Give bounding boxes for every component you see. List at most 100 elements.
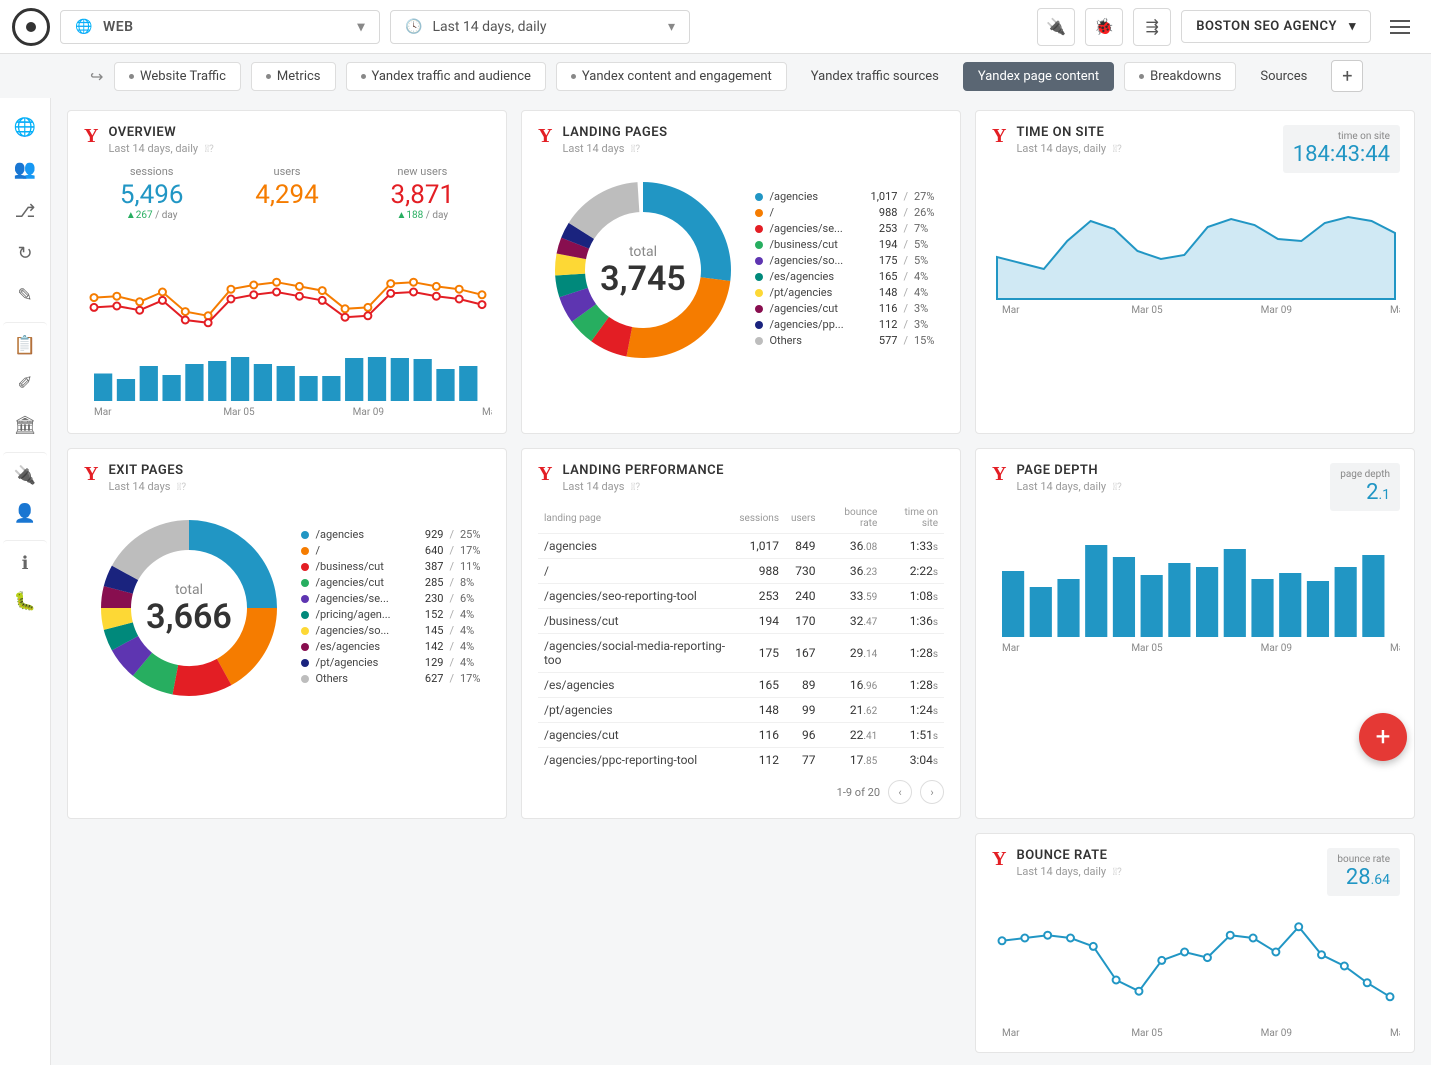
- plug-icon[interactable]: 🔌: [3, 452, 47, 490]
- table-row[interactable]: /es/agencies1658916.961:28s: [538, 673, 944, 698]
- bank-icon[interactable]: 🏛: [3, 406, 47, 444]
- help-icon: ⃝?: [1110, 867, 1122, 878]
- pen-icon[interactable]: ✐: [3, 364, 47, 402]
- landing-pages-card: Y LANDING PAGES Last 14 days ⃝? total3,7…: [521, 110, 961, 434]
- pencil-icon[interactable]: ✎: [3, 276, 47, 314]
- legend-item: /agencies/cut116/3%: [755, 302, 944, 315]
- card-title: LANDING PERFORMANCE: [562, 463, 724, 478]
- yandex-logo-icon: Y: [538, 463, 552, 486]
- tab-sources[interactable]: Sources: [1246, 63, 1321, 90]
- legend-item: /agencies1,017/27%: [755, 190, 944, 203]
- table-row[interactable]: /agencies/seo-reporting-tool25324033.591…: [538, 584, 944, 609]
- landing-donut-chart: total3,745: [538, 165, 739, 375]
- tab-yandex-traffic-and-audience[interactable]: Yandex traffic and audience: [346, 62, 546, 91]
- bug-icon[interactable]: 🐛: [3, 582, 47, 620]
- globe-icon: 🌐: [75, 19, 93, 35]
- branch-icon[interactable]: ⎇: [3, 192, 47, 230]
- svg-text:Mar: Mar: [94, 407, 112, 418]
- chevron-down-icon: ▾: [668, 19, 675, 35]
- exit-pages-card: Y EXIT PAGES Last 14 days ⃝? total3,666 …: [67, 448, 507, 819]
- svg-text:total: total: [175, 582, 203, 598]
- help-icon: ⃝?: [202, 144, 214, 155]
- info-icon[interactable]: ℹ: [3, 540, 47, 578]
- date-range-dropdown[interactable]: 🕓 Last 14 days, daily ▾: [390, 10, 690, 44]
- landing-performance-card: Y LANDING PERFORMANCE Last 14 days ⃝? la…: [521, 448, 961, 819]
- table-row[interactable]: /98873036.232:22s: [538, 559, 944, 584]
- legend-item: /agencies/se...253/7%: [755, 222, 944, 235]
- metric-new-users: new users3,871▲188 / day: [391, 165, 455, 221]
- globe-icon[interactable]: 🌐: [3, 108, 47, 146]
- time-on-site-chart: MarMar 05Mar 09Mar 13: [992, 165, 1400, 315]
- project-label: WEB: [103, 19, 134, 35]
- yandex-logo-icon: Y: [84, 125, 98, 148]
- page-depth-chart: MarMar 05Mar 09Mar 13: [992, 503, 1400, 653]
- date-label: Last 14 days, daily: [432, 19, 546, 35]
- table-row[interactable]: /agencies/social-media-reporting-too1751…: [538, 634, 944, 673]
- tabs-bar: ↪ Website Traffic Metrics Yandex traffic a…: [0, 54, 1431, 98]
- svg-text:Mar 13: Mar 13: [1390, 643, 1400, 653]
- tab-yandex-content-and-engagement[interactable]: Yandex content and engagement: [556, 62, 787, 91]
- svg-text:total: total: [629, 244, 657, 260]
- svg-text:Mar 05: Mar 05: [1131, 305, 1163, 315]
- group-icon[interactable]: 👥: [3, 150, 47, 188]
- tab-yandex-page-content[interactable]: Yandex page content: [963, 62, 1114, 91]
- prev-page-button[interactable]: ‹: [888, 780, 912, 804]
- table-row[interactable]: /agencies/cut1169622.411:51s: [538, 723, 944, 748]
- table-row[interactable]: /agencies/ppc-reporting-tool1127717.853:…: [538, 748, 944, 773]
- bug-button[interactable]: 🐞: [1085, 8, 1123, 46]
- card-title: OVERVIEW: [108, 125, 213, 140]
- tab-metrics[interactable]: Metrics: [251, 62, 336, 91]
- table-row[interactable]: /agencies1,01784936.081:33s: [538, 534, 944, 559]
- tab-breakdowns[interactable]: Breakdowns: [1124, 62, 1236, 91]
- share-button[interactable]: ⇶: [1133, 8, 1171, 46]
- tab-website-traffic[interactable]: Website Traffic: [114, 62, 241, 91]
- project-dropdown[interactable]: 🌐 WEB ▾: [60, 10, 380, 44]
- svg-text:Mar 09: Mar 09: [1261, 305, 1292, 315]
- legend-item: /es/agencies142/4%: [301, 640, 490, 653]
- menu-button[interactable]: [1381, 8, 1419, 46]
- svg-text:Mar 09: Mar 09: [353, 407, 384, 418]
- table-row[interactable]: /business/cut19417032.471:36s: [538, 609, 944, 634]
- plug-button[interactable]: 🔌: [1037, 8, 1075, 46]
- svg-text:Mar 09: Mar 09: [1261, 643, 1292, 653]
- card-title: LANDING PAGES: [562, 125, 667, 140]
- legend-item: Others627/17%: [301, 672, 490, 685]
- help-icon: ⃝?: [628, 482, 640, 493]
- legend-item: Others577/15%: [755, 334, 944, 347]
- bounce-rate-card: Y BOUNCE RATE Last 14 days, daily ⃝? bou…: [975, 833, 1415, 1053]
- help-icon: ⃝?: [1110, 144, 1122, 155]
- legend-item: /business/cut387/11%: [301, 560, 490, 573]
- svg-text:3,666: 3,666: [146, 597, 232, 637]
- tab-yandex-traffic-sources[interactable]: Yandex traffic sources: [797, 63, 953, 90]
- help-icon: ⃝?: [628, 144, 640, 155]
- clock-rotate-icon[interactable]: ↻: [3, 234, 47, 272]
- table-row[interactable]: /pt/agencies1489921.621:24s: [538, 698, 944, 723]
- add-tab-button[interactable]: +: [1331, 60, 1363, 92]
- clock-icon: 🕓: [405, 19, 422, 35]
- yandex-logo-icon: Y: [992, 125, 1006, 148]
- legend-item: /es/agencies165/4%: [755, 270, 944, 283]
- user-circle-icon[interactable]: 👤: [3, 494, 47, 532]
- legend-item: /988/26%: [755, 206, 944, 219]
- add-fab-button[interactable]: +: [1359, 713, 1407, 761]
- top-bar: 🌐 WEB ▾ 🕓 Last 14 days, daily ▾ 🔌 🐞 ⇶ BO…: [0, 0, 1431, 54]
- legend-item: /pt/agencies148/4%: [755, 286, 944, 299]
- legend-item: /agencies/pp...112/3%: [755, 318, 944, 331]
- redo-icon: ↪: [90, 67, 103, 86]
- metric-badge: time on site 184:43:44: [1283, 125, 1400, 173]
- metric-sessions: sessions5,496▲267 / day: [120, 165, 184, 221]
- metric-badge: page depth 2.1: [1330, 463, 1400, 511]
- next-page-button[interactable]: ›: [920, 780, 944, 804]
- overview-card: Y OVERVIEW Last 14 days, daily ⃝? sessio…: [67, 110, 507, 434]
- yandex-logo-icon: Y: [538, 125, 552, 148]
- overview-chart: MarMar 05Mar 09Mar 13: [84, 229, 492, 419]
- metric-users: users4,294: [255, 165, 319, 221]
- account-dropdown[interactable]: BOSTON SEO AGENCY ▾: [1181, 10, 1371, 43]
- legend-item: /640/17%: [301, 544, 490, 557]
- clipboard-icon[interactable]: 📋: [3, 322, 47, 360]
- page-depth-card: Y PAGE DEPTH Last 14 days, daily ⃝? page…: [975, 448, 1415, 819]
- legend-item: /pt/agencies129/4%: [301, 656, 490, 669]
- svg-text:Mar 13: Mar 13: [482, 407, 492, 418]
- legend-item: /agencies/cut285/8%: [301, 576, 490, 589]
- svg-text:Mar: Mar: [1002, 305, 1020, 315]
